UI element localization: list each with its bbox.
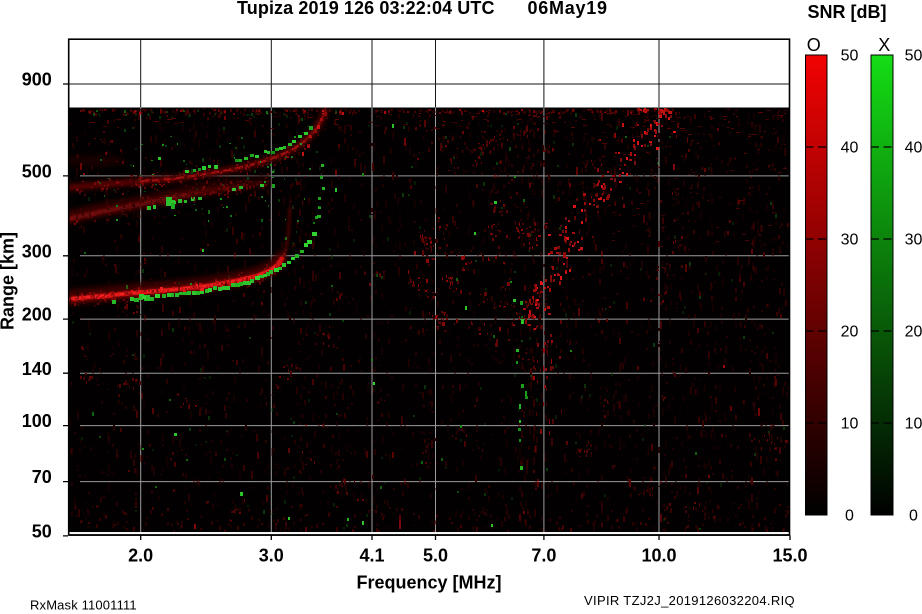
- svg-text:140: 140: [22, 359, 52, 379]
- svg-text:50: 50: [905, 48, 922, 65]
- svg-text:O: O: [807, 35, 821, 55]
- svg-text:10.0: 10.0: [641, 546, 676, 566]
- svg-text:40: 40: [905, 140, 922, 157]
- svg-text:Tupiza 2019 126 03:22:04 UTC: Tupiza 2019 126 03:22:04 UTC: [237, 0, 495, 18]
- svg-text:30: 30: [905, 232, 922, 249]
- svg-text:7.0: 7.0: [531, 546, 556, 566]
- svg-text:10: 10: [841, 416, 859, 433]
- svg-text:Range [km]: Range [km]: [0, 232, 18, 330]
- svg-text:0: 0: [845, 508, 854, 525]
- svg-text:300: 300: [22, 241, 52, 261]
- svg-text:0: 0: [909, 508, 918, 525]
- svg-text:70: 70: [32, 467, 52, 487]
- svg-text:06May19: 06May19: [528, 0, 608, 18]
- svg-text:50: 50: [841, 48, 859, 65]
- svg-text:30: 30: [841, 232, 859, 249]
- svg-text:200: 200: [22, 305, 52, 325]
- svg-text:5.0: 5.0: [423, 546, 448, 566]
- svg-text:SNR [dB]: SNR [dB]: [808, 2, 887, 22]
- svg-text:900: 900: [22, 70, 52, 90]
- svg-text:500: 500: [22, 162, 52, 182]
- svg-text:3.0: 3.0: [259, 546, 284, 566]
- svg-text:20: 20: [841, 324, 859, 341]
- svg-text:Frequency [MHz]: Frequency [MHz]: [356, 573, 501, 593]
- svg-text:20: 20: [905, 324, 922, 341]
- svg-text:X: X: [878, 35, 890, 55]
- svg-text:2.0: 2.0: [128, 546, 153, 566]
- svg-text:4.1: 4.1: [359, 546, 384, 566]
- svg-text:RxMask 11001111: RxMask 11001111: [30, 597, 137, 612]
- svg-text:50: 50: [32, 522, 52, 542]
- svg-text:10: 10: [905, 416, 922, 433]
- svg-text:100: 100: [22, 411, 52, 431]
- svg-text:40: 40: [841, 140, 859, 157]
- svg-text:15.0: 15.0: [772, 546, 807, 566]
- svg-text:VIPIR TZJ2J_2019126032204.RIQ: VIPIR TZJ2J_2019126032204.RIQ: [584, 593, 795, 608]
